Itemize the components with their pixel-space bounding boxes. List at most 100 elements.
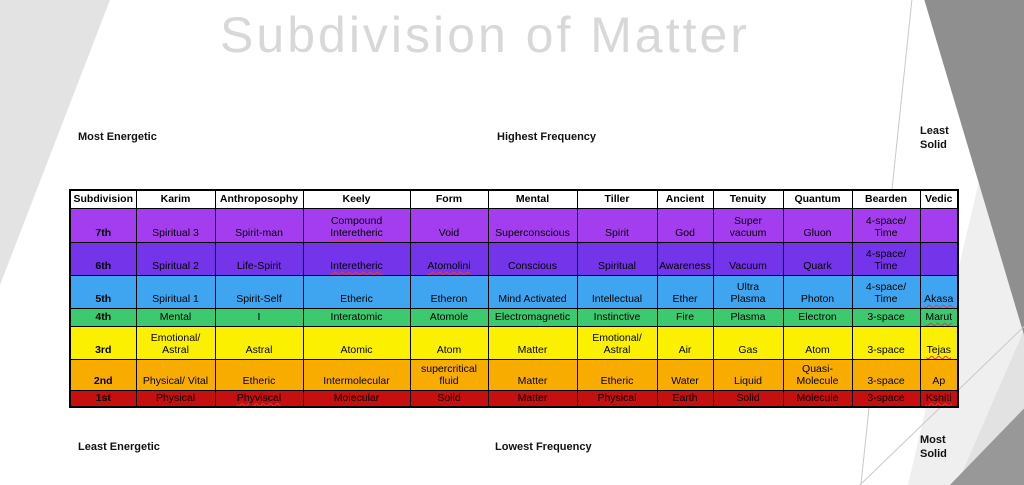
table-row: 5th Spiritual 1 Spirit-Self Etheric Etheron M…	[69, 274, 959, 309]
slide-title: Subdivision of Matter	[220, 7, 750, 63]
table-cell: Interetheric	[302, 241, 411, 276]
label-lowest-frequency: Lowest Frequency	[495, 441, 592, 453]
table-cell: 4-space/ Time	[851, 241, 921, 276]
table-cell: Conscious	[487, 241, 578, 276]
table-cell: Plasma	[712, 307, 784, 327]
table-cell: Physical/ Vital	[135, 358, 216, 391]
table-cell: Interatomic	[302, 307, 411, 327]
table-cell: Intermolecular	[302, 358, 411, 391]
column-header: Quantum	[782, 189, 853, 209]
table-cell: Superconscious	[487, 207, 578, 243]
table-cell: Physical	[576, 389, 658, 408]
table-cell: 3-space	[851, 358, 921, 391]
row-label: 4th	[69, 307, 137, 327]
table-cell: Emotional/ Astral	[135, 325, 216, 360]
row-label: 5th	[69, 274, 137, 309]
table-cell: Kshiti	[919, 389, 959, 408]
label-most-solid: Most Solid	[920, 434, 947, 461]
row-label: 3rd	[69, 325, 137, 360]
table-cell: Ether	[656, 274, 714, 309]
table-row: 1st Physical Phyviscal Molecular Solid Matter…	[69, 389, 959, 408]
label-least-energetic: Least Energetic	[78, 441, 160, 453]
table-cell: 3-space	[851, 389, 921, 408]
table-cell: Solid	[712, 389, 784, 408]
table-cell: Molecular	[302, 389, 411, 408]
table-cell	[919, 207, 959, 243]
label-most-energetic: Most Energetic	[78, 131, 157, 143]
table-cell: Liquid	[712, 358, 784, 391]
table-cell: Compound Interetheric	[302, 207, 411, 243]
label-highest-frequency: Highest Frequency	[497, 131, 597, 143]
row-label: 7th	[69, 207, 137, 243]
table-cell: Atomolini	[409, 241, 489, 276]
table-cell: supercritical fluid	[409, 358, 489, 391]
table-cell: Awareness	[656, 241, 714, 276]
table-cell: I	[214, 307, 304, 327]
table-cell: Emotional/ Astral	[576, 325, 658, 360]
table-cell: Gluon	[782, 207, 853, 243]
table-cell: Void	[409, 207, 489, 243]
table-cell: Spirit-man	[214, 207, 304, 243]
background-wedge-bottom-right-dark	[949, 408, 1024, 485]
column-header: Bearden	[851, 189, 921, 209]
table-cell: Etheric	[576, 358, 658, 391]
table-cell: Etheric	[214, 358, 304, 391]
subdivision-table: Subdivision Karim Anthroposophy Keely Form Me…	[69, 189, 959, 408]
table-row: 7th Spiritual 3 Spirit-man Compound Interet…	[69, 207, 959, 243]
table-cell: God	[656, 207, 714, 243]
column-header: Form	[409, 189, 489, 209]
table-cell: Electron	[782, 307, 853, 327]
table-cell: Mental	[135, 307, 216, 327]
table-cell: 3-space	[851, 307, 921, 327]
table-cell: Instinctive	[576, 307, 658, 327]
table-cell: Etheric	[302, 274, 411, 309]
table-cell: Solid	[409, 389, 489, 408]
table-cell: Atom	[782, 325, 853, 360]
table-cell: Ap	[919, 358, 959, 391]
column-header: Vedic	[919, 189, 959, 209]
table-cell: Quasi- Molecule	[782, 358, 853, 391]
table-cell: Spiritual	[576, 241, 658, 276]
table-row: 6th Spiritual 2 Life-Spirit Interetheric Ato…	[69, 241, 959, 276]
table-cell: Atom	[409, 325, 489, 360]
table-cell: Matter	[487, 358, 578, 391]
table-cell: Spiritual 3	[135, 207, 216, 243]
table-row: 4th Mental I Interatomic Atomole Electromagne…	[69, 307, 959, 327]
table-cell: Gas	[712, 325, 784, 360]
column-header: Anthroposophy	[214, 189, 304, 209]
table-cell: Spirit	[576, 207, 658, 243]
table-cell: Mind Activated	[487, 274, 578, 309]
column-header: Karim	[135, 189, 216, 209]
table-cell: Akasa	[919, 274, 959, 309]
table-cell: Earth	[656, 389, 714, 408]
column-header: Tenuity	[712, 189, 784, 209]
table-cell: 4-space/ Time	[851, 274, 921, 309]
column-header: Subdivision	[69, 189, 137, 209]
row-label: 6th	[69, 241, 137, 276]
table-cell: Tejas	[919, 325, 959, 360]
row-label: 2nd	[69, 358, 137, 391]
table-cell: Marut	[919, 307, 959, 327]
column-header: Keely	[302, 189, 411, 209]
table-cell: Phyviscal	[214, 389, 304, 408]
table-cell: Physical	[135, 389, 216, 408]
table-cell: Vacuum	[712, 241, 784, 276]
table-cell: Super vacuum	[712, 207, 784, 243]
table-cell: Ultra Plasma	[712, 274, 784, 309]
table-cell: Etheron	[409, 274, 489, 309]
table-cell: Water	[656, 358, 714, 391]
table-row: 3rd Emotional/ Astral Astral Atomic Atom Matt…	[69, 325, 959, 360]
row-label: 1st	[69, 389, 137, 408]
table-cell: Astral	[214, 325, 304, 360]
table-cell: Atomole	[409, 307, 489, 327]
table-cell: Fire	[656, 307, 714, 327]
table-cell: Atomic	[302, 325, 411, 360]
table-cell: Quark	[782, 241, 853, 276]
table-cell: Life-Spirit	[214, 241, 304, 276]
table-cell: 4-space/ Time	[851, 207, 921, 243]
table-cell: Spirit-Self	[214, 274, 304, 309]
table-cell: Matter	[487, 389, 578, 408]
table-cell: Intellectual	[576, 274, 658, 309]
table-cell: Spiritual 1	[135, 274, 216, 309]
